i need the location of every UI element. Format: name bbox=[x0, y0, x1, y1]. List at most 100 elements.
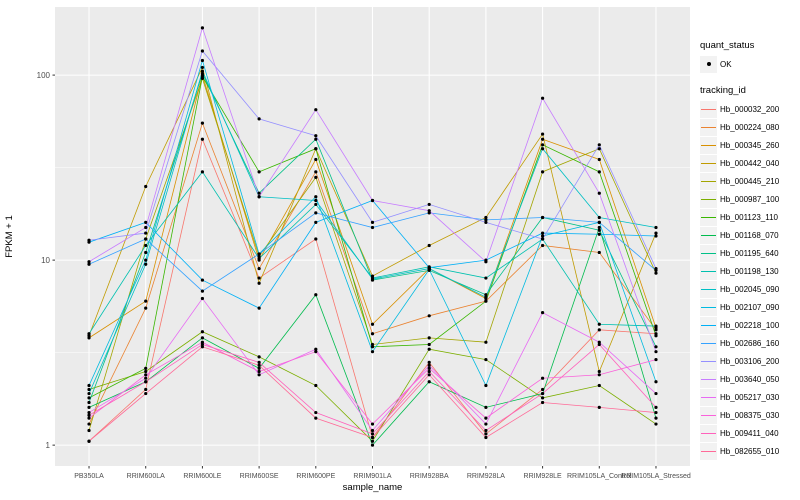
x-tick-labels: PB350LA RRIM600LA RRIM600LE RRIM600SE RRIM60… bbox=[74, 473, 691, 480]
data-point bbox=[200, 296, 205, 301]
legend-key bbox=[700, 100, 717, 118]
data-point bbox=[257, 360, 261, 365]
data-point bbox=[200, 340, 205, 344]
legend-key bbox=[700, 370, 717, 388]
data-point bbox=[484, 383, 488, 388]
legend-key bbox=[700, 226, 717, 244]
data-point bbox=[370, 225, 375, 230]
x-tick-label: RRIM600LE bbox=[183, 473, 221, 480]
data-point bbox=[314, 157, 318, 162]
legend-item: Hb_000032_200 bbox=[700, 100, 800, 118]
data-point bbox=[314, 383, 318, 388]
data-point bbox=[597, 143, 601, 147]
data-point bbox=[540, 170, 545, 174]
data-point bbox=[597, 191, 601, 195]
legend-item: Hb_001198_130 bbox=[700, 262, 800, 280]
legend-key bbox=[700, 136, 717, 154]
data-point bbox=[597, 157, 601, 162]
data-point bbox=[144, 387, 148, 392]
data-point bbox=[144, 380, 148, 384]
data-point bbox=[314, 350, 318, 354]
data-point bbox=[257, 170, 261, 174]
data-point bbox=[654, 410, 658, 415]
data-point bbox=[654, 422, 658, 426]
data-point bbox=[484, 432, 488, 436]
legend-tracking-items: Hb_000032_200 Hb_000224_080 Hb_000345_260 H… bbox=[700, 100, 800, 460]
x-axis-title: sample_name bbox=[343, 482, 403, 493]
data-point bbox=[314, 410, 318, 415]
legend-item: Hb_002107_090 bbox=[700, 298, 800, 316]
data-point bbox=[144, 306, 148, 310]
data-point bbox=[484, 340, 488, 344]
data-point bbox=[654, 266, 658, 271]
data-point bbox=[654, 324, 658, 328]
legend-key bbox=[700, 262, 717, 280]
line-swatch-icon bbox=[701, 396, 716, 398]
data-point bbox=[427, 380, 431, 384]
legend-label: Hb_002686_160 bbox=[720, 338, 780, 348]
data-point bbox=[597, 228, 601, 232]
data-point bbox=[427, 314, 431, 318]
legend-label: Hb_008375_030 bbox=[720, 410, 780, 420]
legend-label: Hb_001168_070 bbox=[720, 230, 779, 240]
data-point bbox=[597, 225, 601, 230]
legend-title-tracking-id: tracking_id bbox=[700, 85, 746, 96]
data-point bbox=[484, 416, 488, 420]
legend-key bbox=[700, 208, 717, 226]
legend-item: Hb_000345_260 bbox=[700, 136, 800, 154]
line-swatch-icon bbox=[701, 450, 716, 452]
legend-label: Hb_003640_050 bbox=[720, 374, 780, 384]
data-point bbox=[257, 363, 261, 367]
data-point bbox=[87, 332, 91, 336]
legend-item: Hb_001168_070 bbox=[700, 226, 800, 244]
legend-label: OK bbox=[720, 59, 732, 69]
data-point bbox=[257, 369, 261, 374]
data-point bbox=[484, 260, 488, 264]
data-point bbox=[200, 170, 205, 174]
data-point bbox=[654, 345, 658, 349]
data-point bbox=[484, 405, 488, 409]
legend-key bbox=[700, 298, 717, 316]
data-point bbox=[87, 262, 91, 266]
data-point bbox=[427, 363, 431, 367]
data-point bbox=[87, 410, 91, 415]
legend-item: Hb_003106_200 bbox=[700, 352, 800, 370]
data-point bbox=[144, 373, 148, 377]
data-point bbox=[144, 231, 148, 235]
data-point bbox=[484, 218, 488, 222]
data-point bbox=[484, 215, 488, 220]
data-point bbox=[540, 143, 545, 147]
data-point bbox=[597, 373, 601, 377]
data-point bbox=[540, 376, 545, 380]
legend-label: Hb_000987_100 bbox=[720, 194, 780, 204]
line-swatch-icon bbox=[701, 414, 716, 416]
data-point bbox=[314, 347, 318, 351]
legend-item: Hb_000224_080 bbox=[700, 118, 800, 136]
data-point bbox=[200, 342, 205, 347]
data-point bbox=[257, 306, 261, 310]
legend-item: Hb_003640_050 bbox=[700, 370, 800, 388]
line-swatch-icon bbox=[701, 144, 716, 146]
data-point bbox=[87, 260, 91, 264]
data-point bbox=[484, 435, 488, 440]
data-point bbox=[540, 137, 545, 141]
legend-key bbox=[700, 190, 717, 208]
data-point bbox=[257, 355, 261, 359]
data-point bbox=[144, 376, 148, 380]
data-point bbox=[200, 330, 205, 334]
legend-key bbox=[700, 154, 717, 172]
data-point bbox=[484, 276, 488, 280]
data-point bbox=[597, 215, 601, 220]
data-point bbox=[597, 369, 601, 374]
legend-key bbox=[700, 424, 717, 442]
data-point bbox=[257, 252, 261, 256]
data-point bbox=[370, 439, 375, 443]
y-tick-label: 10 bbox=[41, 256, 50, 265]
line-swatch-icon bbox=[701, 360, 716, 362]
data-point bbox=[654, 334, 658, 338]
data-point bbox=[314, 220, 318, 224]
data-point bbox=[314, 202, 318, 207]
x-tick-label: RRIM928LE bbox=[524, 473, 562, 480]
data-point bbox=[144, 369, 148, 374]
